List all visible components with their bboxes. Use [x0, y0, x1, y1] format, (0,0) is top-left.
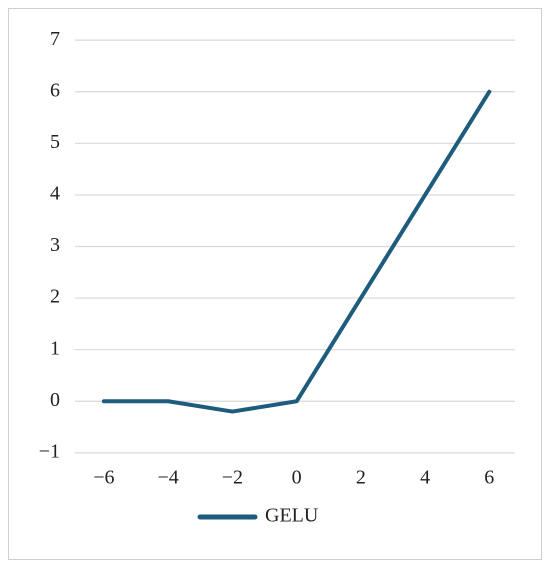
x-tick-label: 4 — [420, 467, 430, 489]
y-tick-label: 6 — [50, 79, 60, 101]
line — [101, 89, 492, 414]
y-tick-label: 0 — [50, 389, 60, 411]
x-tick-label: −4 — [157, 467, 178, 489]
x-tick-label: 2 — [356, 467, 366, 489]
y-tick-label: −1 — [39, 440, 60, 462]
legend-label: GELU — [265, 505, 319, 527]
x-tick-label: 6 — [484, 467, 494, 489]
y-tick-label: 7 — [50, 28, 60, 50]
y-tick-label: 1 — [50, 337, 60, 359]
y-tick-label: 5 — [50, 131, 60, 153]
x-tick-label: 0 — [292, 467, 302, 489]
y-tick-label: 3 — [50, 234, 60, 256]
y-tick-label: 2 — [50, 286, 60, 308]
y-tick-label: 4 — [50, 183, 60, 205]
x-tick-label: −6 — [93, 467, 114, 489]
chart-frame — [8, 8, 542, 560]
x-tick-label: −2 — [222, 467, 243, 489]
